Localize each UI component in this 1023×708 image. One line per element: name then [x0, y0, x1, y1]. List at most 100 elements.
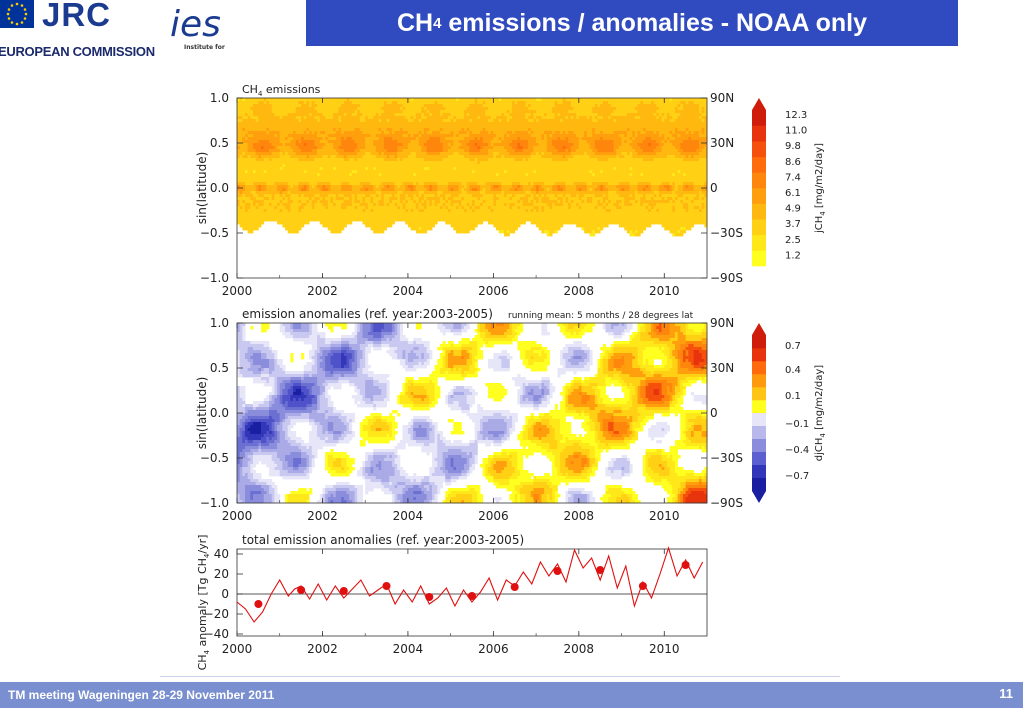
heatmap-cell [525, 98, 529, 102]
heatmap-cell [450, 194, 454, 198]
heatmap-cell [378, 98, 382, 102]
heatmap-cell [306, 101, 310, 105]
heatmap-cell [319, 206, 323, 210]
heatmap-cell [306, 179, 310, 183]
heatmap-cell [247, 122, 251, 126]
heatmap-cell [394, 215, 398, 219]
heatmap-cell [413, 122, 417, 126]
heatmap-cell [381, 110, 385, 114]
heatmap-cell [375, 182, 379, 186]
heatmap-cell [301, 143, 305, 147]
heatmap-cell [423, 215, 427, 219]
heatmap-cell [250, 143, 254, 147]
heatmap-cell [455, 128, 460, 132]
heatmap-cell [399, 137, 403, 141]
heatmap-cell [525, 188, 529, 192]
heatmap-cell [365, 215, 369, 219]
heatmap-cell [269, 98, 273, 102]
heatmap-cell [322, 128, 326, 132]
heatmap-cell [474, 209, 478, 213]
heatmap-cell [359, 215, 363, 219]
heatmap-cell [442, 167, 446, 171]
heatmap-cell [325, 191, 329, 195]
heatmap-cell [485, 164, 489, 168]
heatmap-cell [506, 197, 510, 201]
heatmap-cell [399, 176, 403, 180]
heatmap-cell [293, 182, 297, 186]
heatmap-cell [423, 227, 427, 231]
heatmap-cell [458, 200, 462, 204]
heatmap-cell [509, 188, 513, 192]
heatmap-cell [514, 182, 518, 186]
heatmap-cell [322, 158, 326, 162]
heatmap-cell [445, 119, 449, 123]
heatmap-cell [541, 221, 545, 225]
heatmap-cell [389, 170, 393, 174]
heatmap-cell [242, 134, 246, 138]
heatmap-cell [378, 206, 382, 210]
heatmap-cell [480, 179, 484, 183]
heatmap-cell [480, 98, 484, 102]
heatmap-cell [402, 185, 406, 189]
heatmap-cell [413, 203, 417, 207]
heatmap-cell [317, 218, 321, 222]
heatmap-cell [399, 146, 403, 150]
heatmap-cell [237, 218, 241, 222]
heatmap-cell [333, 113, 337, 117]
heatmap-cell [533, 158, 537, 162]
heatmap-cell [319, 152, 323, 156]
heatmap-cell [370, 221, 374, 225]
heatmap-cell [528, 131, 532, 135]
heatmap-cell [512, 221, 516, 225]
heatmap-cell [261, 116, 265, 120]
heatmap-cell [319, 191, 323, 195]
heatmap-cell [512, 125, 516, 129]
heatmap-cell [322, 104, 326, 108]
heatmap-cell [493, 137, 497, 141]
heatmap-cell [498, 167, 502, 171]
heatmap-cell [528, 203, 532, 207]
heatmap-cell [314, 194, 318, 198]
heatmap-cell [349, 188, 353, 192]
heatmap-cell [269, 170, 273, 174]
heatmap-cell [343, 152, 347, 156]
heatmap-cell [378, 200, 382, 204]
heatmap-cell [389, 221, 393, 225]
heatmap-cell [311, 212, 315, 216]
heatmap-cell [410, 113, 414, 117]
heatmap-cell [378, 149, 382, 153]
heatmap-cell [314, 197, 318, 201]
heatmap-cell [450, 155, 454, 159]
heatmap-cell [362, 194, 366, 198]
heatmap-cell [520, 179, 524, 183]
heatmap-cell [485, 161, 489, 165]
heatmap-cell [413, 134, 417, 138]
heatmap-cell [402, 179, 406, 183]
heatmap-cell [330, 224, 334, 228]
heatmap-cell [437, 137, 441, 141]
heatmap-cell [354, 110, 358, 114]
heatmap-cell [391, 113, 395, 117]
heatmap-cell [407, 158, 411, 162]
heatmap-cell [439, 125, 444, 129]
heatmap-cell [488, 173, 492, 177]
heatmap-cell [298, 164, 302, 168]
heatmap-cell [485, 212, 489, 216]
heatmap-cell [255, 203, 259, 207]
heatmap-cell [482, 167, 486, 171]
heatmap-cell [263, 98, 267, 102]
heatmap-cell [274, 218, 278, 222]
heatmap-cell [469, 164, 473, 168]
heatmap-cell [255, 197, 259, 201]
heatmap-cell [274, 110, 278, 114]
heatmap-cell [258, 155, 262, 159]
heatmap-cell [279, 206, 283, 210]
heatmap-cell [469, 137, 473, 141]
heatmap-cell [357, 128, 361, 132]
heatmap-cell [378, 209, 382, 213]
heatmap-cell [447, 170, 452, 174]
heatmap-cell [434, 152, 438, 156]
heatmap-cell [343, 131, 347, 135]
heatmap-cell [266, 116, 270, 120]
heatmap-cell [528, 152, 532, 156]
